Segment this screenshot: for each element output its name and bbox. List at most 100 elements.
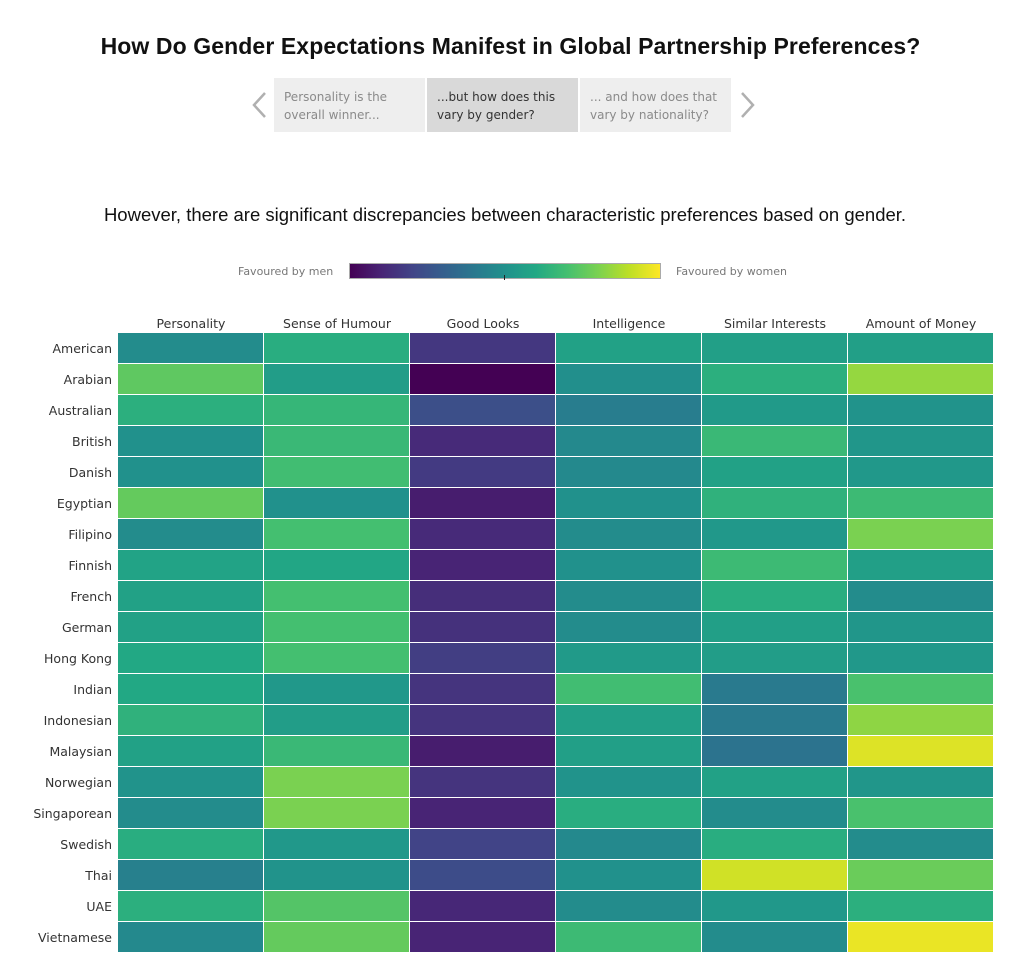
heatmap-cell[interactable] — [264, 798, 409, 828]
heatmap-cell[interactable] — [848, 581, 993, 611]
heatmap-cell[interactable] — [556, 674, 701, 704]
heatmap-cell[interactable] — [118, 488, 263, 518]
heatmap-cell[interactable] — [848, 705, 993, 735]
heatmap-cell[interactable] — [118, 550, 263, 580]
heatmap-cell[interactable] — [848, 457, 993, 487]
story-point-3[interactable]: ... and how does that vary by nationalit… — [580, 78, 731, 132]
heatmap-cell[interactable] — [556, 612, 701, 642]
heatmap-cell[interactable] — [848, 395, 993, 425]
heatmap-cell[interactable] — [264, 767, 409, 797]
heatmap-cell[interactable] — [410, 519, 555, 549]
heatmap-cell[interactable] — [848, 550, 993, 580]
story-point-2[interactable]: ...but how does this vary by gender? — [427, 78, 578, 132]
heatmap-cell[interactable] — [702, 581, 847, 611]
heatmap-cell[interactable] — [264, 581, 409, 611]
heatmap-cell[interactable] — [118, 643, 263, 673]
heatmap-cell[interactable] — [848, 860, 993, 890]
heatmap-cell[interactable] — [410, 581, 555, 611]
heatmap-cell[interactable] — [848, 798, 993, 828]
heatmap-cell[interactable] — [702, 364, 847, 394]
story-next-button[interactable] — [733, 78, 763, 132]
heatmap-cell[interactable] — [410, 891, 555, 921]
heatmap-cell[interactable] — [702, 922, 847, 952]
heatmap-cell[interactable] — [118, 922, 263, 952]
heatmap-cell[interactable] — [556, 333, 701, 363]
heatmap-cell[interactable] — [264, 674, 409, 704]
heatmap-cell[interactable] — [702, 426, 847, 456]
heatmap-cell[interactable] — [264, 891, 409, 921]
heatmap-cell[interactable] — [848, 829, 993, 859]
heatmap-cell[interactable] — [410, 395, 555, 425]
heatmap-cell[interactable] — [556, 643, 701, 673]
story-point-1[interactable]: Personality is the overall winner... — [274, 78, 425, 132]
heatmap-cell[interactable] — [264, 550, 409, 580]
heatmap-cell[interactable] — [848, 674, 993, 704]
heatmap-cell[interactable] — [264, 612, 409, 642]
heatmap-cell[interactable] — [556, 550, 701, 580]
heatmap-cell[interactable] — [118, 798, 263, 828]
heatmap-cell[interactable] — [556, 581, 701, 611]
heatmap-cell[interactable] — [118, 581, 263, 611]
heatmap-cell[interactable] — [848, 736, 993, 766]
heatmap-cell[interactable] — [702, 674, 847, 704]
heatmap-cell[interactable] — [702, 457, 847, 487]
heatmap-cell[interactable] — [556, 891, 701, 921]
heatmap-cell[interactable] — [702, 767, 847, 797]
heatmap-cell[interactable] — [118, 457, 263, 487]
heatmap-cell[interactable] — [556, 364, 701, 394]
heatmap-cell[interactable] — [118, 426, 263, 456]
heatmap-cell[interactable] — [264, 829, 409, 859]
heatmap-cell[interactable] — [556, 457, 701, 487]
heatmap-cell[interactable] — [410, 550, 555, 580]
heatmap-cell[interactable] — [702, 798, 847, 828]
heatmap-cell[interactable] — [410, 364, 555, 394]
heatmap-cell[interactable] — [118, 674, 263, 704]
heatmap-cell[interactable] — [410, 705, 555, 735]
heatmap-cell[interactable] — [410, 457, 555, 487]
heatmap-cell[interactable] — [410, 426, 555, 456]
heatmap-cell[interactable] — [556, 860, 701, 890]
heatmap-cell[interactable] — [264, 395, 409, 425]
heatmap-cell[interactable] — [410, 674, 555, 704]
heatmap-cell[interactable] — [264, 860, 409, 890]
heatmap-cell[interactable] — [848, 519, 993, 549]
heatmap-cell[interactable] — [556, 519, 701, 549]
heatmap-cell[interactable] — [264, 922, 409, 952]
heatmap-cell[interactable] — [702, 643, 847, 673]
heatmap-cell[interactable] — [702, 612, 847, 642]
heatmap-cell[interactable] — [848, 426, 993, 456]
heatmap-cell[interactable] — [702, 736, 847, 766]
heatmap-cell[interactable] — [410, 736, 555, 766]
heatmap-cell[interactable] — [118, 519, 263, 549]
heatmap-cell[interactable] — [264, 519, 409, 549]
heatmap-cell[interactable] — [848, 767, 993, 797]
heatmap-cell[interactable] — [118, 891, 263, 921]
heatmap-cell[interactable] — [410, 798, 555, 828]
heatmap-cell[interactable] — [702, 860, 847, 890]
heatmap-cell[interactable] — [410, 767, 555, 797]
heatmap-cell[interactable] — [556, 767, 701, 797]
heatmap-cell[interactable] — [702, 395, 847, 425]
heatmap-cell[interactable] — [848, 922, 993, 952]
heatmap-cell[interactable] — [848, 364, 993, 394]
heatmap-cell[interactable] — [702, 550, 847, 580]
heatmap-cell[interactable] — [264, 457, 409, 487]
heatmap-cell[interactable] — [556, 395, 701, 425]
heatmap-cell[interactable] — [264, 426, 409, 456]
heatmap-cell[interactable] — [556, 922, 701, 952]
heatmap-cell[interactable] — [702, 333, 847, 363]
heatmap-cell[interactable] — [702, 488, 847, 518]
heatmap-cell[interactable] — [264, 364, 409, 394]
heatmap-cell[interactable] — [264, 643, 409, 673]
heatmap-cell[interactable] — [264, 736, 409, 766]
heatmap-cell[interactable] — [556, 488, 701, 518]
heatmap-cell[interactable] — [848, 891, 993, 921]
heatmap-cell[interactable] — [118, 860, 263, 890]
heatmap-cell[interactable] — [410, 333, 555, 363]
heatmap-cell[interactable] — [556, 705, 701, 735]
heatmap-cell[interactable] — [848, 612, 993, 642]
heatmap-cell[interactable] — [264, 333, 409, 363]
heatmap-cell[interactable] — [556, 829, 701, 859]
heatmap-cell[interactable] — [410, 612, 555, 642]
story-prev-button[interactable] — [244, 78, 274, 132]
